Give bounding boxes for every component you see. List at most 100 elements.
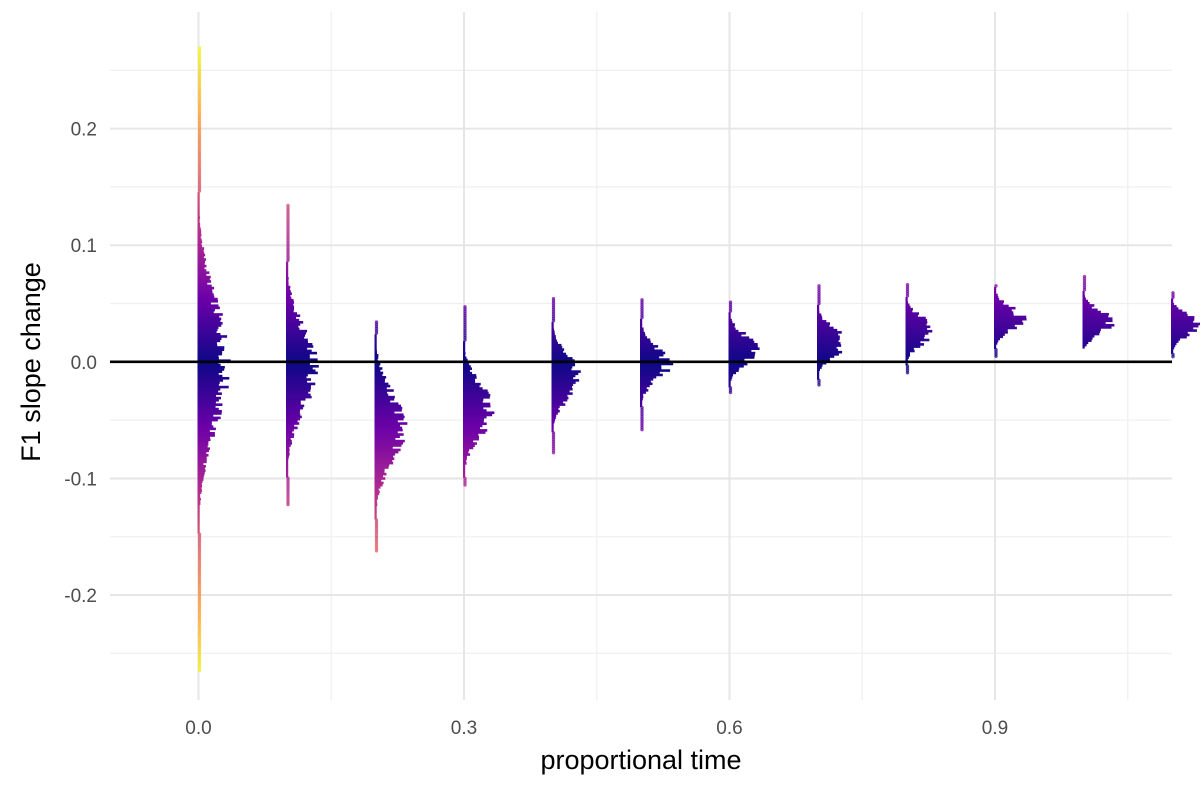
density-bar [197, 436, 210, 439]
density-bar [463, 455, 467, 459]
density-bar [286, 321, 304, 324]
density-bar [1082, 323, 1115, 327]
density-bar [640, 347, 655, 350]
density-bar [1171, 346, 1175, 350]
density-bar [374, 488, 379, 491]
density-bar [551, 390, 570, 393]
density-bar [1082, 337, 1093, 340]
density-bar [197, 519, 200, 523]
density-bar [640, 369, 671, 372]
density-bar [374, 354, 379, 357]
density-bar [463, 451, 469, 454]
density-bar [197, 260, 206, 263]
density-bar [551, 337, 556, 340]
density-bar [286, 365, 319, 368]
density-bar [551, 427, 554, 431]
density-bar [374, 437, 396, 441]
density-bar [374, 340, 377, 344]
distribution [551, 296, 581, 455]
density-bar [286, 457, 289, 461]
density-bar [640, 345, 659, 348]
density-bar [1082, 345, 1085, 349]
density-bar [463, 387, 483, 390]
density-bar [197, 449, 209, 453]
y-tick-label: 0.0 [71, 353, 97, 374]
density-bar [1171, 318, 1195, 321]
density-bar [197, 363, 221, 367]
density-bar [640, 356, 660, 359]
density-bar [197, 352, 223, 356]
density-bar [286, 468, 289, 472]
density-bar [817, 339, 839, 343]
density-bar [374, 490, 380, 494]
density-bar [1171, 340, 1179, 343]
density-bar [286, 450, 290, 454]
density-bar [374, 356, 379, 359]
density-bar [374, 444, 402, 447]
density-bar [640, 362, 674, 366]
density-bar [1171, 311, 1187, 315]
density-bar [197, 403, 223, 406]
density-bar [551, 381, 576, 384]
density-bar [1082, 308, 1098, 312]
density-bar [197, 330, 217, 334]
density-bar [197, 398, 219, 402]
density-bar [463, 400, 483, 404]
density-bar [286, 453, 290, 456]
density-bar [374, 345, 377, 348]
density-bar [994, 344, 997, 347]
density-bar [197, 517, 200, 521]
density-bar [728, 364, 744, 368]
density-bar [463, 369, 470, 373]
density-bar [905, 325, 931, 329]
density-bar [817, 317, 823, 321]
density-bar [374, 508, 377, 511]
density-bar [817, 313, 822, 317]
density-bar [197, 354, 219, 358]
density-bar [286, 387, 311, 390]
density-bar [197, 324, 222, 327]
density-bar [197, 269, 207, 272]
density-bar [374, 406, 403, 410]
density-bar [994, 293, 998, 297]
density-bar [905, 345, 921, 348]
density-bar [197, 348, 225, 351]
density-bar [817, 377, 820, 380]
density-bar [286, 334, 306, 337]
density-bar [463, 433, 479, 437]
density-bar [197, 458, 207, 461]
density-bar [817, 342, 841, 345]
density-bar [197, 214, 200, 217]
density-bar [1171, 333, 1190, 337]
density-bar [463, 415, 487, 419]
density-bar [728, 336, 750, 339]
density-bar [286, 279, 289, 282]
density-bar [640, 338, 651, 342]
density-bar [463, 385, 480, 388]
density-bar [1082, 290, 1085, 294]
y-tick-label: 0.2 [71, 120, 97, 141]
density-bar [286, 475, 289, 478]
density-bar [463, 475, 466, 478]
density-bar [994, 311, 1014, 314]
density-bar [197, 271, 210, 274]
density-bar [1082, 315, 1109, 318]
density-bar [640, 353, 664, 357]
density-bar [374, 358, 378, 362]
density-bar [994, 326, 1017, 330]
density-point [286, 258, 290, 263]
density-bar [640, 318, 643, 322]
density-bar [197, 319, 221, 323]
density-bar [374, 464, 390, 467]
density-bar [1171, 338, 1181, 341]
density-bar [817, 331, 842, 334]
density-bar [374, 422, 408, 425]
density-bar [640, 329, 644, 333]
density-bar [374, 378, 385, 381]
density-bar [551, 412, 558, 415]
density-bar [286, 466, 289, 469]
density-bar [905, 307, 913, 311]
density-bar [1171, 322, 1200, 326]
density-bar [905, 336, 925, 340]
density-bar [286, 448, 290, 452]
